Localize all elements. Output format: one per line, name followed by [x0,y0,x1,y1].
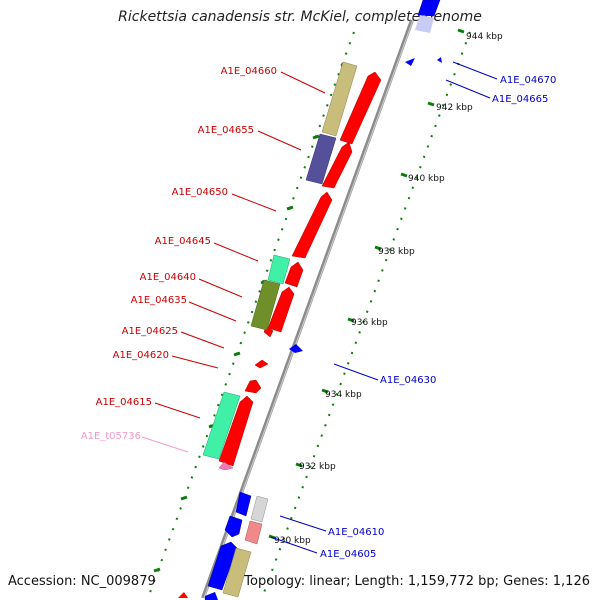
tick-label-936: 936 kbp [351,318,388,328]
leader-04660 [280,71,326,94]
gene-arrow-bottom[interactable] [205,592,218,600]
gene-arrow-04630[interactable] [289,344,303,353]
leader-04630 [333,363,379,381]
category-block-khaki-04660[interactable] [321,61,358,137]
leader-04640 [198,278,243,298]
leader-04605 [270,536,318,554]
gene-arrow-04670-ghost [415,15,434,33]
leader-04610 [279,515,327,532]
leader-04620 [171,355,219,369]
topology-text: Topology: linear; Length: 1,159,772 bp; … [244,574,590,589]
gene-label-04645[interactable]: A1E_04645 [155,236,211,247]
gene-label-04655[interactable]: A1E_04655 [198,125,254,136]
category-block-mint-04645[interactable] [267,254,291,285]
category-block-gray-04610[interactable] [250,495,269,523]
gene-label-t05736[interactable]: A1E_t05736 [81,431,141,442]
category-block-olive-04640[interactable] [250,279,281,331]
category-block-khaki-04605[interactable] [222,547,252,598]
gene-arrow-04605[interactable] [207,541,238,591]
gene-arrow-04655[interactable] [321,141,353,189]
map-title: Rickettsia canadensis str. McKiel, compl… [118,9,482,25]
gene-label-04625[interactable]: A1E_04625 [122,326,178,337]
forward-genes [218,71,382,471]
gene-arrow-04620[interactable] [254,359,269,369]
gene-arrow-04615-small[interactable] [244,379,262,394]
leader-04650 [231,193,277,212]
leader-04670 [452,61,498,80]
gene-arrow-04645[interactable] [284,261,304,288]
gene-label-04665[interactable]: A1E_04665 [492,94,548,105]
left-dot-guide [147,31,355,599]
gene-label-04605[interactable]: A1E_04605 [320,549,376,560]
category-blocks [202,61,358,460]
gene-arrow-04670[interactable] [405,58,415,66]
gene-label-04610[interactable]: A1E_04610 [328,527,384,538]
tick-label-942: 942 kbp [436,103,473,113]
leader-04665 [445,79,491,99]
gene-arrow-04615[interactable] [218,395,254,467]
tick-label-934: 934 kbp [325,390,362,400]
category-block-mint-04615[interactable] [202,391,241,460]
gene-label-04630[interactable]: A1E_04630 [380,375,436,386]
gene-label-04670[interactable]: A1E_04670 [500,75,556,86]
tick-label-940: 940 kbp [408,174,445,184]
reverse-genes [178,0,442,600]
tick-label-932: 932 kbp [299,462,336,472]
leader-04635 [188,301,237,322]
leader-04645 [213,242,259,262]
gene-arrow-04640[interactable] [267,286,295,333]
gene-arrow-bottom-red[interactable] [178,592,188,598]
gene-arrow-04670-top[interactable] [417,0,441,17]
gene-arrow-04665[interactable] [437,57,442,63]
category-block-slate-04655[interactable] [305,133,337,185]
leader-04655 [257,130,302,151]
leader-t05736 [141,436,189,453]
right-dot-guide [261,31,471,599]
gene-arrow-04610-b[interactable] [224,515,243,538]
tick-label-938: 938 kbp [378,247,415,257]
tick-label-944: 944 kbp [466,32,503,42]
leader-04625 [180,331,225,349]
gene-label-04620[interactable]: A1E_04620 [113,350,169,361]
backbone-line [201,19,414,599]
gene-label-04650[interactable]: A1E_04650 [172,187,228,198]
accession-text: Accession: NC_009879 [8,574,156,589]
gene-label-04635[interactable]: A1E_04635 [131,295,187,306]
gene-label-04640[interactable]: A1E_04640 [140,272,196,283]
gene-arrow-t05736[interactable] [218,461,234,471]
leader-04615 [154,402,201,419]
tick-label-930: 930 kbp [274,536,311,546]
gene-arrow-04650[interactable] [291,191,333,259]
gene-arrow-04660[interactable] [339,71,382,145]
gene-arrow-04610-a[interactable] [235,491,252,517]
gene-label-04615[interactable]: A1E_04615 [96,397,152,408]
backbone-highlight [203,19,414,599]
gene-label-04660[interactable]: A1E_04660 [221,66,277,77]
category-block-pink-04610[interactable] [244,520,263,545]
